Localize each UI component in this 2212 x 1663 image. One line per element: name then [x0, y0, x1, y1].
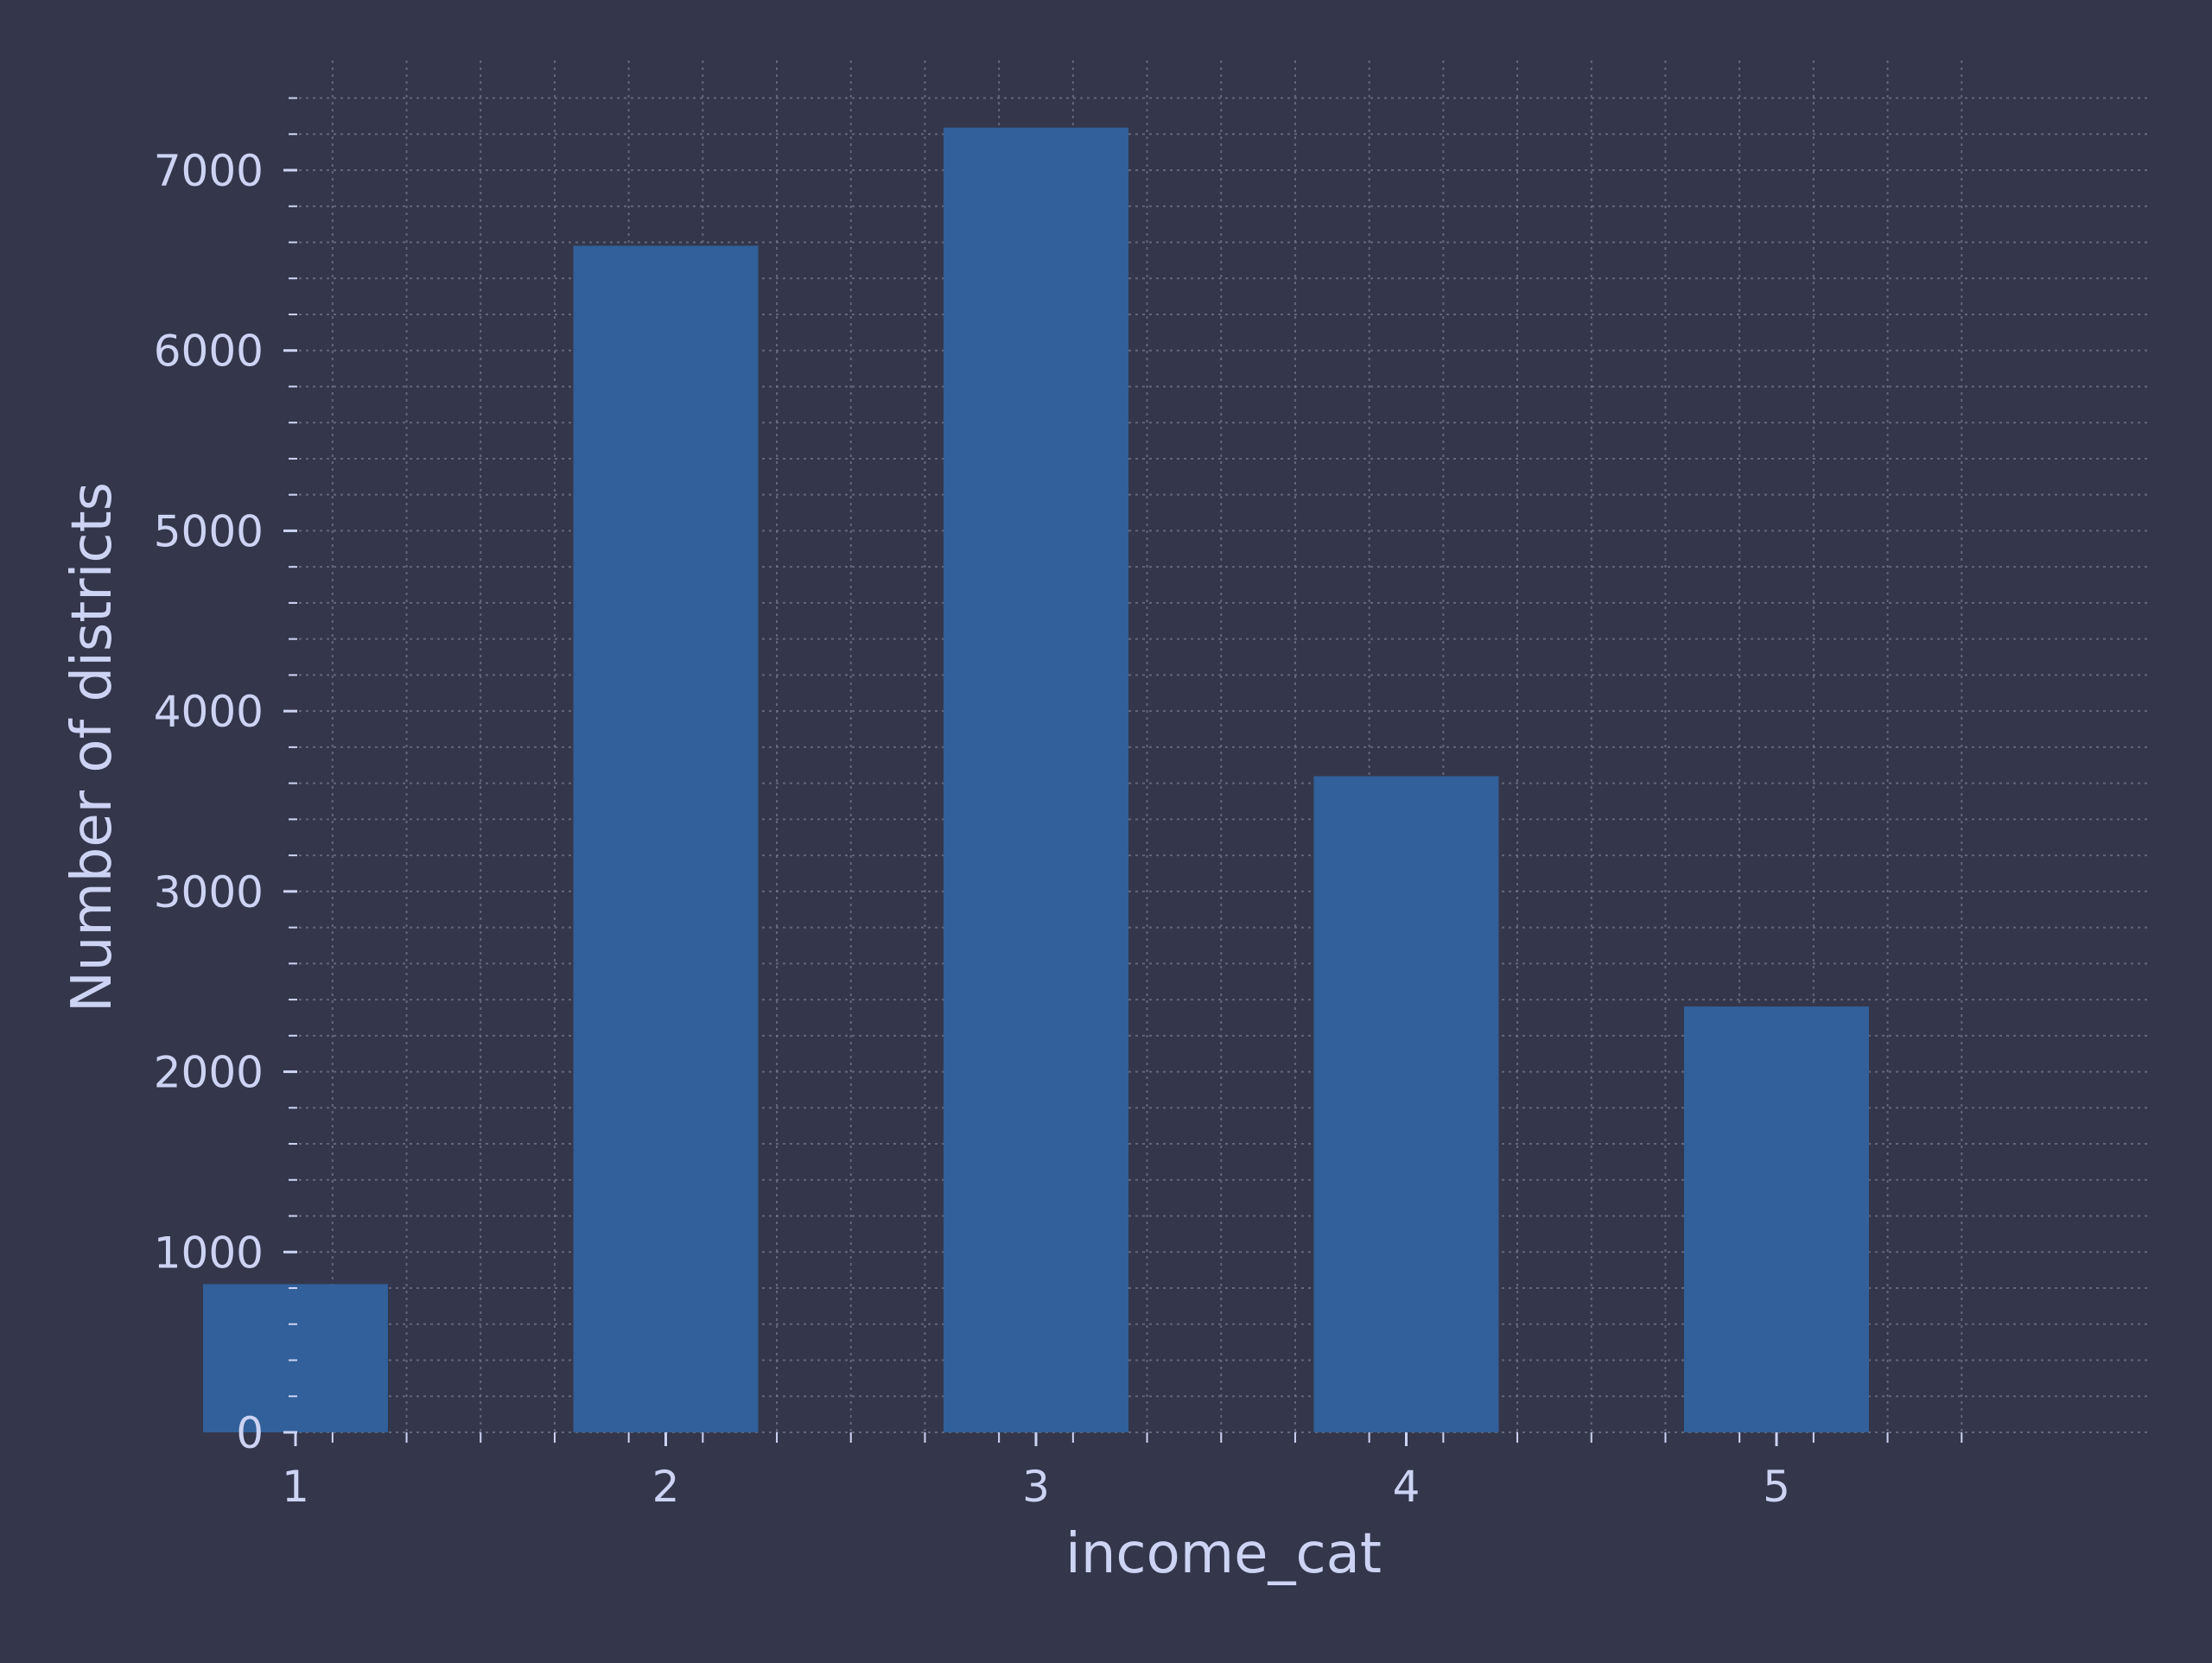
x-tick-label: 3	[1022, 1462, 1050, 1512]
y-tick-label: 3000	[154, 867, 264, 917]
y-tick-label: 1000	[154, 1228, 264, 1278]
bars	[203, 127, 1869, 1433]
bar-2	[573, 245, 759, 1432]
y-tick-label: 2000	[154, 1048, 264, 1098]
y-tick-label: 5000	[154, 506, 264, 556]
x-tick-label: 4	[1393, 1462, 1421, 1512]
x-tick-label: 1	[282, 1462, 309, 1512]
x-axis-label: income_cat	[1065, 1522, 1382, 1586]
axes: 0 1000 2000 3000 4000 5000 6000 7000 1 2 3 4 5	[154, 97, 1963, 1512]
y-tick-label: 0	[236, 1408, 264, 1458]
y-tick-label: 6000	[154, 327, 264, 377]
bar-4	[1313, 776, 1499, 1432]
x-tick-label: 2	[652, 1462, 680, 1512]
x-tick-label: 5	[1763, 1462, 1790, 1512]
y-axis-label: Number of districts	[60, 482, 124, 1012]
bar-5	[1684, 1006, 1869, 1432]
y-tick-label: 7000	[154, 146, 264, 196]
y-tick-label: 4000	[154, 687, 264, 737]
bar-3	[944, 127, 1128, 1433]
bar-1	[203, 1284, 388, 1432]
